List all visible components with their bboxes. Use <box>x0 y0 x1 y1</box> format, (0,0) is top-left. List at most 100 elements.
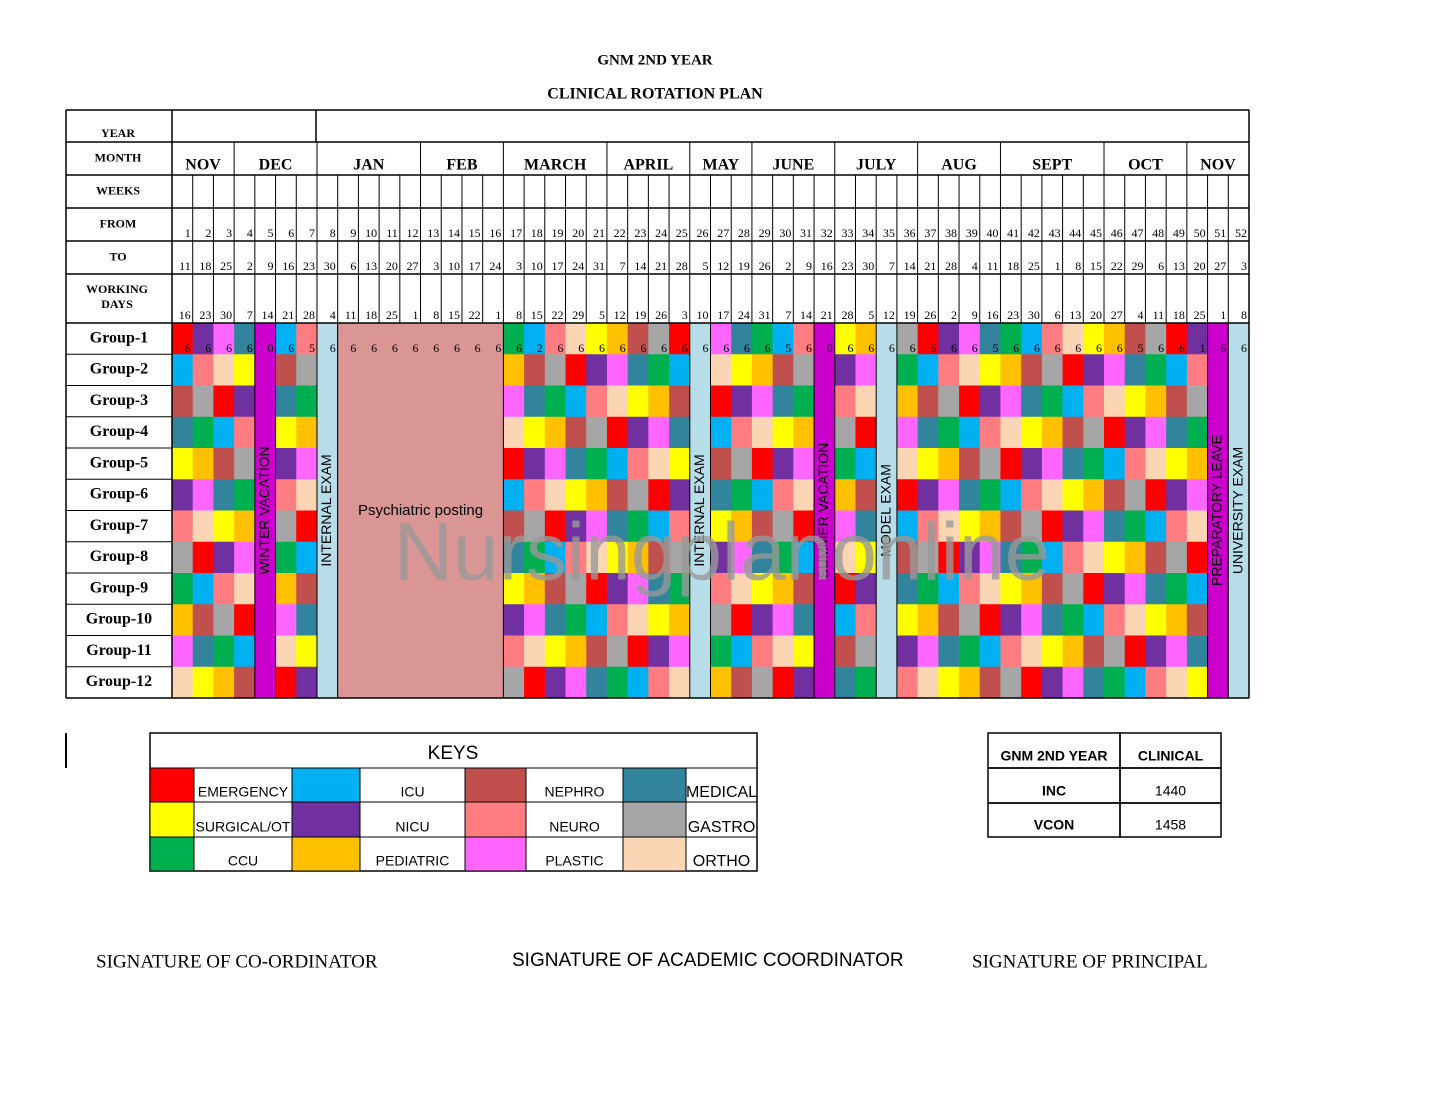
rotation-cell <box>938 479 960 511</box>
week-cell: 35 <box>883 226 895 240</box>
rotation-cell <box>751 354 774 386</box>
week-cell: 6 <box>868 341 874 355</box>
rotation-cell <box>1104 635 1126 668</box>
week-cell: 6 <box>578 341 584 355</box>
rotation-cell <box>192 385 214 418</box>
rotation-cell <box>606 479 629 511</box>
rotation-cell <box>1083 416 1105 449</box>
rotation-cell <box>544 604 566 636</box>
key-swatch <box>622 836 687 872</box>
rotation-cell <box>710 479 732 511</box>
rotation-cell <box>524 541 546 574</box>
week-cell: 23 <box>1007 308 1019 322</box>
week-cell: 32 <box>821 226 833 240</box>
key-swatch <box>149 801 195 838</box>
week-cell: 6 <box>371 341 377 355</box>
week-cell: 6 <box>1096 341 1102 355</box>
week-cell: 28 <box>738 226 750 240</box>
rotation-cell <box>606 354 629 386</box>
week-cell: 17 <box>717 308 729 322</box>
rotation-cell <box>296 323 318 355</box>
week-cell: 21 <box>282 308 294 322</box>
rotation-cell <box>275 604 297 636</box>
week-cell: 25 <box>676 226 688 240</box>
rotation-cell <box>834 573 856 605</box>
rotation-cell <box>959 573 981 605</box>
rotation-cell <box>275 448 297 480</box>
rotation-cell <box>1083 635 1105 668</box>
week-cell: 37 <box>924 226 936 240</box>
rotation-cell <box>275 323 297 355</box>
week-cell: 8 <box>1075 259 1081 273</box>
signature: SIGNATURE OF CO-ORDINATOR <box>96 951 378 972</box>
rotation-cell <box>1041 354 1063 386</box>
group-label: Group-6 <box>90 486 148 503</box>
week-cell: 13 <box>1173 259 1185 273</box>
week-cell: 6 <box>972 341 978 355</box>
rotation-cell <box>959 635 981 668</box>
rotation-cell <box>275 479 297 511</box>
rotation-cell <box>938 573 960 605</box>
rotation-cell <box>296 354 318 386</box>
rotation-cell <box>793 416 815 449</box>
week-cell: 18 <box>365 308 377 322</box>
rotation-cell <box>565 666 587 699</box>
week-cell: 10 <box>448 259 460 273</box>
week-cell: 21 <box>821 308 833 322</box>
rotation-cell <box>544 416 566 449</box>
rotation-cell <box>503 323 525 355</box>
row-label: MONTH <box>95 150 142 164</box>
rotation-cell <box>172 448 194 480</box>
rotation-cell <box>669 385 691 418</box>
rotation-cell <box>1104 573 1126 605</box>
rotation-cell <box>1104 385 1126 418</box>
rotation-cell <box>710 354 732 386</box>
week-cell: 14 <box>448 226 460 240</box>
rotation-cell <box>234 479 256 511</box>
rotation-cell <box>544 354 566 386</box>
week-cell: 6 <box>288 341 294 355</box>
rotation-cell <box>959 385 981 418</box>
rotation-cell <box>1145 635 1167 668</box>
month: DEC <box>259 157 293 174</box>
rotation-cell <box>938 510 960 543</box>
rotation-cell <box>772 666 794 699</box>
rotation-cell <box>979 541 1001 574</box>
rotation-cell <box>648 510 670 543</box>
rotation-cell <box>710 323 732 355</box>
key-swatch <box>291 767 361 803</box>
rotation-cell <box>669 479 691 511</box>
rotation-cell <box>1186 448 1208 480</box>
rotation-cell <box>192 323 214 355</box>
rotation-cell <box>648 416 670 449</box>
rotation-cell <box>855 385 877 418</box>
rotation-cell <box>710 635 732 668</box>
rotation-cell <box>979 635 1001 668</box>
rotation-cell <box>959 354 981 386</box>
band-label: MODEL EXAM <box>877 464 893 557</box>
rotation-cell <box>772 416 794 449</box>
rotation-cell <box>275 510 297 543</box>
rotation-cell <box>772 604 794 636</box>
rotation-cell <box>731 323 753 355</box>
rotation-cell <box>751 510 774 543</box>
rotation-cell <box>772 323 794 355</box>
rotation-cell <box>1186 416 1208 449</box>
week-cell: 10 <box>697 308 709 322</box>
week-cell: 6 <box>1055 341 1061 355</box>
week-cell: 6 <box>247 341 253 355</box>
week-cell: 13 <box>365 259 377 273</box>
rotation-cell <box>979 448 1001 480</box>
week-cell: 19 <box>552 226 564 240</box>
rotation-cell <box>524 448 546 480</box>
rotation-cell <box>1021 541 1043 574</box>
rotation-cell <box>772 635 794 668</box>
rotation-cell <box>793 479 815 511</box>
rotation-cell <box>1062 385 1084 418</box>
rotation-cell <box>565 541 587 574</box>
rotation-cell <box>648 479 670 511</box>
rotation-cell <box>586 385 608 418</box>
rotation-cell <box>669 323 691 355</box>
rotation-cell <box>1104 323 1126 355</box>
rotation-cell <box>959 323 981 355</box>
